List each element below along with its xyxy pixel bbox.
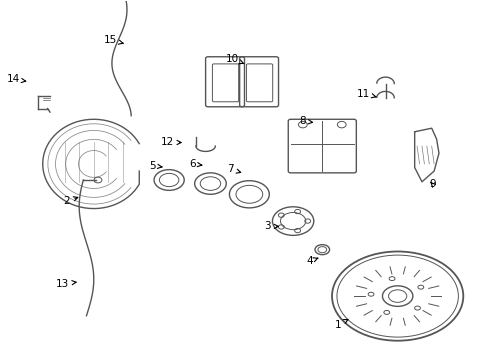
Text: 14: 14: [7, 74, 26, 84]
Text: 4: 4: [305, 256, 317, 266]
Text: 11: 11: [356, 89, 375, 99]
Text: 15: 15: [103, 35, 123, 45]
Text: 2: 2: [62, 197, 78, 206]
Text: 12: 12: [161, 138, 181, 148]
Text: 9: 9: [428, 179, 435, 189]
Text: 13: 13: [56, 279, 76, 289]
Text: 6: 6: [189, 159, 202, 169]
Text: 8: 8: [299, 116, 312, 126]
Text: 1: 1: [334, 319, 347, 330]
Text: 7: 7: [227, 164, 240, 174]
Text: 5: 5: [149, 161, 162, 171]
Text: 3: 3: [264, 221, 278, 231]
Text: 10: 10: [225, 54, 244, 64]
